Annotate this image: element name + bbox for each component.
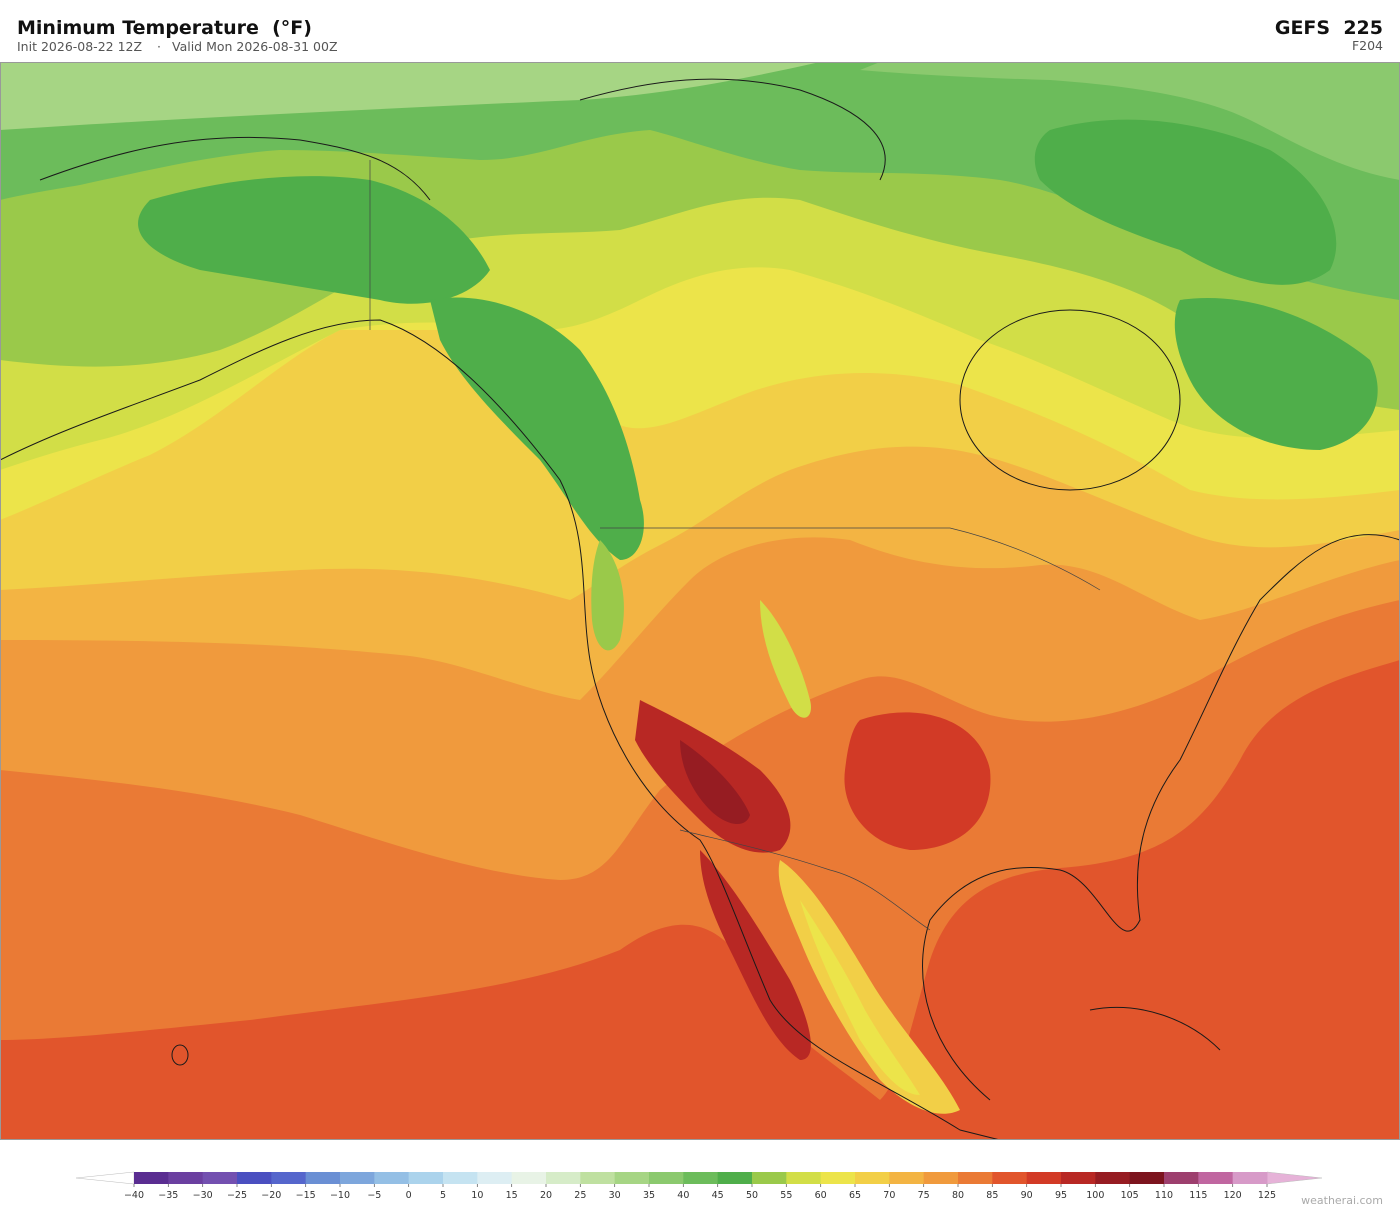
colorbar-bin	[1129, 1172, 1165, 1184]
colorbar-tick-label: 90	[1021, 1190, 1033, 1201]
colorbar-tick-label: 50	[746, 1190, 758, 1201]
colorbar-tick-label: 35	[643, 1190, 655, 1201]
colorbar-tick-label: 110	[1155, 1190, 1173, 1201]
colorbar-tick-label: 25	[574, 1190, 586, 1201]
colorbar-bin	[305, 1172, 341, 1184]
colorbar-bin	[1095, 1172, 1131, 1184]
title: Minimum Temperature (°F)	[17, 17, 312, 39]
colorbar-bin	[614, 1172, 650, 1184]
init-time: Init 2026-08-22 12Z	[17, 39, 142, 54]
field-45-alaska	[138, 176, 490, 304]
colorbar-tick-label: 60	[815, 1190, 827, 1201]
colorbar-bin	[992, 1172, 1028, 1184]
field-45-quebec	[1174, 298, 1378, 450]
valid-time: Valid Mon 2026-08-31 00Z	[172, 39, 338, 54]
colorbar-tick-label: −30	[193, 1190, 213, 1201]
colorbar-tick-label: −10	[330, 1190, 350, 1201]
colorbar-tick-label: −5	[367, 1190, 381, 1201]
colorbar-tick-label: 10	[471, 1190, 483, 1201]
colorbar-bin	[546, 1172, 581, 1184]
colorbar-tick-label: 30	[609, 1190, 621, 1201]
field-30	[0, 62, 820, 130]
colorbar-tick-label: 75	[918, 1190, 930, 1201]
colorbar-tick-label: −40	[124, 1190, 144, 1201]
colorbar-tick-label: 100	[1086, 1190, 1104, 1201]
colorbar-bin	[1232, 1172, 1268, 1184]
colorbar-bin	[717, 1172, 753, 1184]
colorbar-tick-label: −15	[296, 1190, 316, 1201]
colorbar-tick-label: 45	[712, 1190, 724, 1201]
colorbar-bin	[202, 1172, 238, 1184]
colorbar-under	[75, 1171, 135, 1185]
colorbar-bin	[443, 1172, 478, 1184]
colorbar-tick-label: 40	[677, 1190, 689, 1201]
colorbar-bin	[649, 1172, 684, 1184]
colorbar-bin	[477, 1172, 513, 1184]
colorbar-tick-label: 105	[1121, 1190, 1139, 1201]
colorbar-bin	[408, 1172, 444, 1184]
colorbar-tick-label: 95	[1055, 1190, 1067, 1201]
colorbar-tick-label: 15	[506, 1190, 518, 1201]
colorbar-tick-label: 5	[440, 1190, 446, 1201]
colorbar-bin	[168, 1172, 204, 1184]
forecast-hour: F204	[1352, 38, 1383, 53]
field-35	[860, 62, 1400, 180]
colorbar-tick-label: 120	[1224, 1190, 1242, 1201]
colorbar-tick-label: −35	[158, 1190, 178, 1201]
colorbar-tick-label: 125	[1258, 1190, 1276, 1201]
coastlines	[0, 78, 1400, 1140]
colorbar-bin	[1198, 1172, 1234, 1184]
colorbar-tick-label: 80	[952, 1190, 964, 1201]
colorbar-bin	[889, 1172, 925, 1184]
colorbar-tick-label: 20	[540, 1190, 552, 1201]
colorbar-tick-label: 115	[1189, 1190, 1207, 1201]
colorbar-tick-label: 55	[780, 1190, 792, 1201]
map	[0, 62, 1400, 1140]
colorbar-bin	[271, 1172, 307, 1184]
colorbar-bin	[958, 1172, 993, 1184]
colorbar-bin	[580, 1172, 616, 1184]
field-95-sonora	[700, 850, 811, 1060]
colorbar-bin	[1164, 1172, 1199, 1184]
colorbar-bin	[237, 1172, 272, 1184]
colorbar-bin	[683, 1172, 719, 1184]
colorbar-bin	[855, 1172, 890, 1184]
field-50-cascades	[591, 540, 624, 651]
separator: ·	[157, 39, 161, 54]
colorbar-bin	[820, 1172, 856, 1184]
credit: weatherai.com	[1301, 1194, 1383, 1207]
field-55-utah	[760, 600, 811, 718]
field-60-mexico	[800, 900, 920, 1095]
colorbar-bin	[1061, 1172, 1096, 1184]
colorbar-bin	[511, 1172, 547, 1184]
colorbar: −40 −35 −30 −25 −20 −15 −10 −5 0 5 10 15 20 25 30 35 40 4…	[75, 1171, 1323, 1201]
colorbar-tick-label: −25	[227, 1190, 247, 1201]
colorbar-bin	[340, 1172, 375, 1184]
colorbar-bin	[752, 1172, 787, 1184]
field-65-mexico	[778, 860, 960, 1114]
colorbar-tick-label: 70	[883, 1190, 895, 1201]
field-40	[0, 62, 1400, 300]
colorbar-bin	[374, 1172, 410, 1184]
field-45-arctic	[1034, 119, 1337, 285]
colorbar-over	[1266, 1171, 1323, 1185]
colorbar-bin	[1026, 1172, 1062, 1184]
colorbar-bin	[134, 1172, 169, 1184]
colorbar-bin	[923, 1172, 959, 1184]
model-name: GEFS 225	[1275, 17, 1383, 39]
colorbar-tick-label: 0	[406, 1190, 412, 1201]
colorbar-bin	[786, 1172, 822, 1184]
field-100-desert	[680, 740, 750, 825]
colorbar-tick-label: 85	[986, 1190, 998, 1201]
borders	[369, 160, 1101, 931]
field-90-plains	[844, 712, 991, 850]
field-45-rockies	[430, 297, 644, 560]
colorbar-tick-label: 65	[849, 1190, 861, 1201]
colorbar-tick-label: −20	[261, 1190, 281, 1201]
